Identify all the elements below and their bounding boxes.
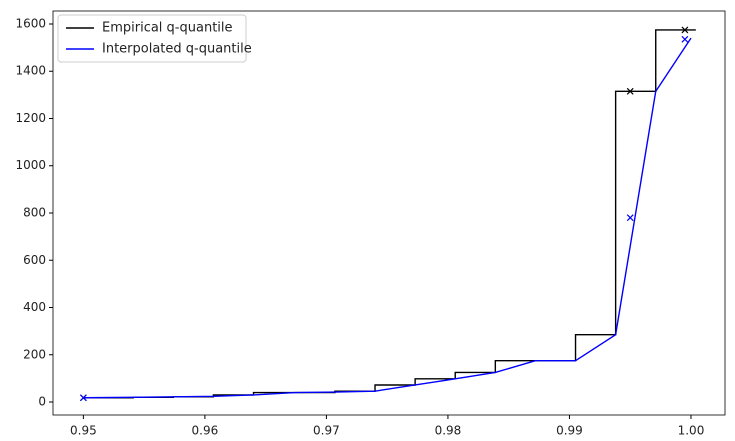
x-tick-label: 0.98: [435, 424, 462, 438]
y-tick-label: 200: [23, 347, 46, 361]
x-tick-label: 0.95: [70, 424, 97, 438]
y-tick-label: 1400: [15, 64, 46, 78]
y-tick-label: 1000: [15, 158, 46, 172]
marker: [626, 87, 634, 95]
marker: [681, 26, 689, 34]
x-tick-label: 0.99: [556, 424, 583, 438]
x-tick-label: 0.97: [313, 424, 340, 438]
y-tick-label: 1200: [15, 111, 46, 125]
x-tick-label: 1.00: [678, 424, 705, 438]
series-line: [83, 37, 692, 399]
plot-frame: [52, 10, 726, 416]
y-tick-label: 400: [23, 300, 46, 314]
y-tick-label: 800: [23, 206, 46, 220]
y-tick-label: 0: [38, 395, 46, 409]
x-tick-label: 0.96: [192, 424, 219, 438]
legend-label: Empirical q-quantile: [102, 21, 233, 36]
marker: [626, 214, 634, 222]
y-tick-label: 600: [23, 253, 46, 267]
marker: [79, 394, 87, 402]
marker: [681, 35, 689, 43]
legend-box: [57, 14, 247, 63]
y-tick-label: 1600: [15, 16, 46, 30]
legend-label: Interpolated q-quantile: [102, 42, 252, 57]
